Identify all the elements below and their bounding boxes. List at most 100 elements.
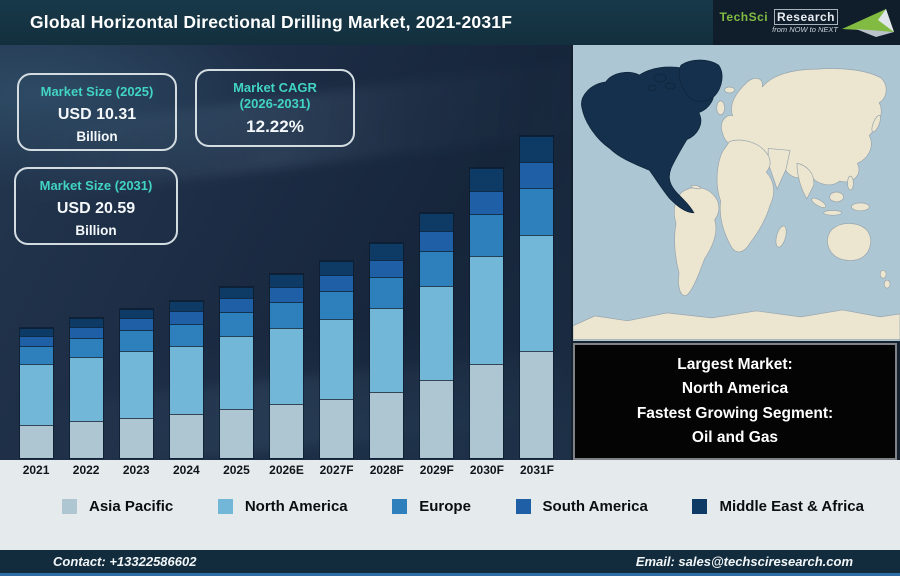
highlight-box: Largest Market: North America Fastest Gr… xyxy=(573,343,897,460)
x-axis-label-2025: 2025 xyxy=(223,463,250,477)
bar-segment-asia-pacific xyxy=(370,392,404,458)
market-size-2025-label: Market Size (2025) xyxy=(40,84,154,99)
bar-column-2028F xyxy=(362,136,412,459)
bar-segment-middle-east-africa xyxy=(520,136,554,162)
bar-segment-europe xyxy=(320,291,354,319)
stacked-bar-2027F xyxy=(319,260,355,459)
bar-segment-asia-pacific xyxy=(219,409,253,458)
bar-column-2024 xyxy=(161,136,211,459)
techsci-logo: TechSci Research from NOW to NEXT xyxy=(719,9,838,34)
x-axis-label-2024: 2024 xyxy=(172,463,200,477)
bar-segment-asia-pacific xyxy=(320,399,354,458)
title-bar: Global Horizontal Directional Drilling M… xyxy=(0,0,713,45)
legend-swatch-icon xyxy=(392,499,408,514)
landmass-indochina xyxy=(796,162,815,200)
bar-segment-europe xyxy=(19,346,53,364)
landmass-britain xyxy=(716,100,725,116)
bar-segment-north-america xyxy=(420,286,454,380)
bar-segment-europe xyxy=(370,277,404,308)
legend-swatch-icon xyxy=(692,499,708,514)
stacked-bar-2025 xyxy=(218,286,254,459)
bar-segment-middle-east-africa xyxy=(69,318,103,327)
bar-segment-middle-east-africa xyxy=(370,243,404,260)
bar-segment-europe xyxy=(219,312,253,336)
bar-segment-south-america xyxy=(69,327,103,338)
landmass-arctic-island xyxy=(653,73,667,83)
market-cagr-label-line1: Market CAGR xyxy=(233,80,317,95)
bar-segment-middle-east-africa xyxy=(420,213,454,231)
market-cagr-value: 12.22% xyxy=(246,116,304,136)
stacked-bar-2022 xyxy=(68,317,104,459)
landmass-arctic-island xyxy=(664,82,676,90)
bar-column-2021 xyxy=(11,136,61,459)
bar-segment-europe xyxy=(520,188,554,235)
logo-arrow-icon xyxy=(842,8,894,37)
landmass-iceland xyxy=(724,86,735,94)
bar-segment-asia-pacific xyxy=(169,414,203,458)
bar-segment-asia-pacific xyxy=(119,418,153,458)
map-north-america-highlight xyxy=(581,59,723,214)
bar-segment-middle-east-africa xyxy=(270,274,304,287)
landmass-south-america xyxy=(673,187,720,296)
legend-swatch-icon xyxy=(515,499,531,514)
market-size-2031-value: USD 20.59 xyxy=(56,200,136,218)
bottom-strip: 2021 2022 2023 2024 2025 2026E 2027F 2028F 2029F… xyxy=(0,460,900,550)
bar-segment-south-america xyxy=(420,231,454,251)
legend-item-asia-pacific: Asia Pacific xyxy=(62,498,173,515)
bar-segment-south-america xyxy=(169,311,203,324)
stacked-bar-2031F xyxy=(519,135,555,459)
bar-segment-middle-east-africa xyxy=(169,301,203,311)
bar-segment-north-america xyxy=(320,319,354,399)
bar-segment-middle-east-africa xyxy=(119,309,153,318)
legend-swatch-icon xyxy=(62,499,77,514)
fastest-segment-value: Oil and Gas xyxy=(691,428,779,446)
bar-segment-south-america xyxy=(470,191,504,214)
bar-segment-asia-pacific xyxy=(19,425,53,458)
bar-segment-asia-pacific xyxy=(520,351,554,458)
x-axis-label-2022: 2022 xyxy=(72,463,100,477)
bar-segment-north-america xyxy=(270,328,304,404)
legend-label: North America xyxy=(244,498,348,515)
x-axis-label-2026E: 2026E xyxy=(269,463,304,477)
market-size-2031-label: Market Size (2031) xyxy=(39,178,153,193)
x-axis-label-2028F: 2028F xyxy=(369,463,404,477)
stacked-bar-2029F xyxy=(419,212,455,459)
legend-label: Europe xyxy=(419,498,471,515)
bar-segment-middle-east-africa xyxy=(219,287,253,298)
stacked-bar-2024 xyxy=(168,300,204,459)
bar-segment-europe xyxy=(169,324,203,346)
bar-segment-south-america xyxy=(19,336,53,346)
fastest-segment-label: Fastest Growing Segment: xyxy=(636,404,834,422)
bar-segment-south-america xyxy=(219,298,253,312)
bar-segment-asia-pacific xyxy=(420,380,454,458)
landmass-java xyxy=(823,209,842,216)
legend-label: South America xyxy=(542,498,648,515)
landmass-antarctica xyxy=(572,309,900,341)
bar-segment-north-america xyxy=(520,235,554,351)
market-cagr-label-line2: (2026-2031) xyxy=(239,96,311,112)
stacked-bar-2028F xyxy=(369,242,405,459)
chart-legend: Asia Pacific North America Europe South Ame… xyxy=(0,498,900,515)
x-axis-label-2031F: 2031F xyxy=(519,463,554,477)
legend-item-south-america: South America xyxy=(515,498,648,515)
market-size-2025-value: USD 10.31 xyxy=(57,106,137,124)
bar-segment-asia-pacific xyxy=(69,421,103,458)
bar-segment-north-america xyxy=(470,256,504,364)
logo-tagline: from NOW to NEXT xyxy=(772,24,838,34)
market-cagr-box: Market CAGR (2026-2031) 12.22% xyxy=(195,69,355,147)
x-axis-label-2027F: 2027F xyxy=(319,463,354,477)
map-landmasses xyxy=(572,68,900,341)
legend-swatch-icon xyxy=(217,499,233,514)
logo-panel: TechSci Research from NOW to NEXT xyxy=(713,0,900,45)
legend-item-middle-east-africa: Middle East & Africa xyxy=(692,498,864,515)
x-axis-labels: 2021 2022 2023 2024 2025 2026E 2027F 2028F 2029F… xyxy=(0,460,571,477)
map-panel xyxy=(572,45,900,341)
bar-segment-south-america xyxy=(119,318,153,330)
stacked-bar-2030F xyxy=(469,167,505,459)
landmass-philippines xyxy=(847,175,854,191)
stacked-bar-2021 xyxy=(18,327,54,459)
market-size-2025-box: Market Size (2025) USD 10.31 Billion xyxy=(17,73,177,151)
landmass-north-america xyxy=(581,66,714,214)
landmass-new-guinea xyxy=(851,202,870,212)
landmass-arctic-island xyxy=(647,84,657,92)
